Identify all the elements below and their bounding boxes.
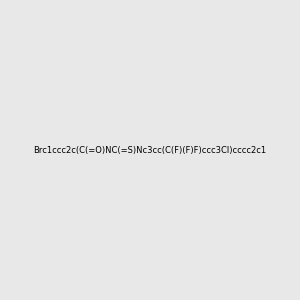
Text: Brc1ccc2c(C(=O)NC(=S)Nc3cc(C(F)(F)F)ccc3Cl)cccc2c1: Brc1ccc2c(C(=O)NC(=S)Nc3cc(C(F)(F)F)ccc3… bbox=[33, 146, 267, 154]
